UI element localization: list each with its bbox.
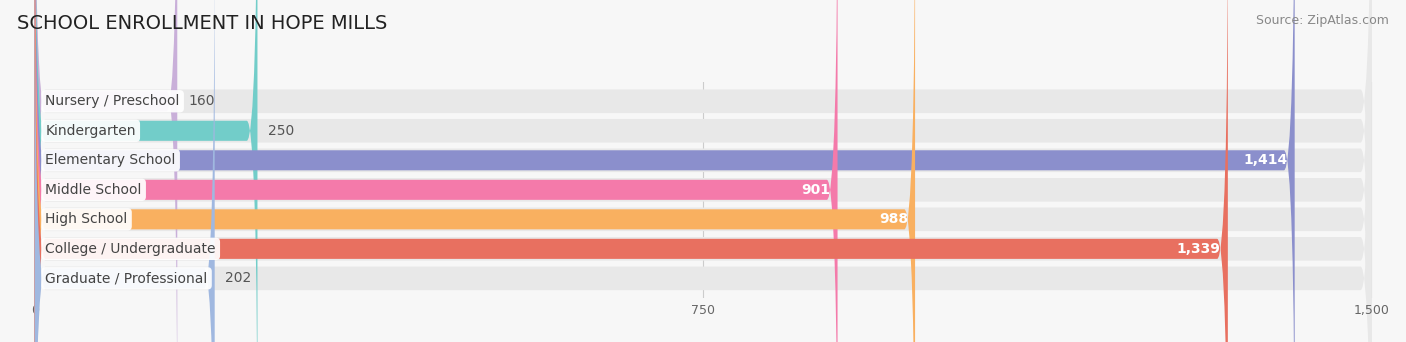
Text: College / Undergraduate: College / Undergraduate bbox=[45, 242, 217, 256]
Text: 988: 988 bbox=[879, 212, 908, 226]
FancyBboxPatch shape bbox=[35, 0, 1371, 342]
Text: 160: 160 bbox=[188, 94, 215, 108]
FancyBboxPatch shape bbox=[35, 0, 1371, 342]
FancyBboxPatch shape bbox=[35, 0, 1371, 342]
Text: 202: 202 bbox=[225, 271, 252, 285]
FancyBboxPatch shape bbox=[35, 0, 838, 342]
FancyBboxPatch shape bbox=[35, 0, 915, 342]
Text: 1,414: 1,414 bbox=[1243, 153, 1288, 167]
FancyBboxPatch shape bbox=[35, 0, 177, 342]
FancyBboxPatch shape bbox=[35, 0, 1371, 342]
Text: SCHOOL ENROLLMENT IN HOPE MILLS: SCHOOL ENROLLMENT IN HOPE MILLS bbox=[17, 14, 387, 33]
FancyBboxPatch shape bbox=[35, 0, 257, 342]
Text: Middle School: Middle School bbox=[45, 183, 142, 197]
Text: Elementary School: Elementary School bbox=[45, 153, 176, 167]
Text: 250: 250 bbox=[269, 124, 294, 138]
FancyBboxPatch shape bbox=[35, 0, 1295, 342]
Text: 901: 901 bbox=[801, 183, 831, 197]
Text: High School: High School bbox=[45, 212, 128, 226]
FancyBboxPatch shape bbox=[35, 0, 1371, 342]
Text: 1,339: 1,339 bbox=[1177, 242, 1220, 256]
Text: Source: ZipAtlas.com: Source: ZipAtlas.com bbox=[1256, 14, 1389, 27]
FancyBboxPatch shape bbox=[35, 0, 1371, 342]
Text: Graduate / Professional: Graduate / Professional bbox=[45, 271, 208, 285]
Text: Kindergarten: Kindergarten bbox=[45, 124, 136, 138]
FancyBboxPatch shape bbox=[35, 0, 215, 342]
FancyBboxPatch shape bbox=[35, 0, 1227, 342]
FancyBboxPatch shape bbox=[35, 0, 1371, 342]
Text: Nursery / Preschool: Nursery / Preschool bbox=[45, 94, 180, 108]
